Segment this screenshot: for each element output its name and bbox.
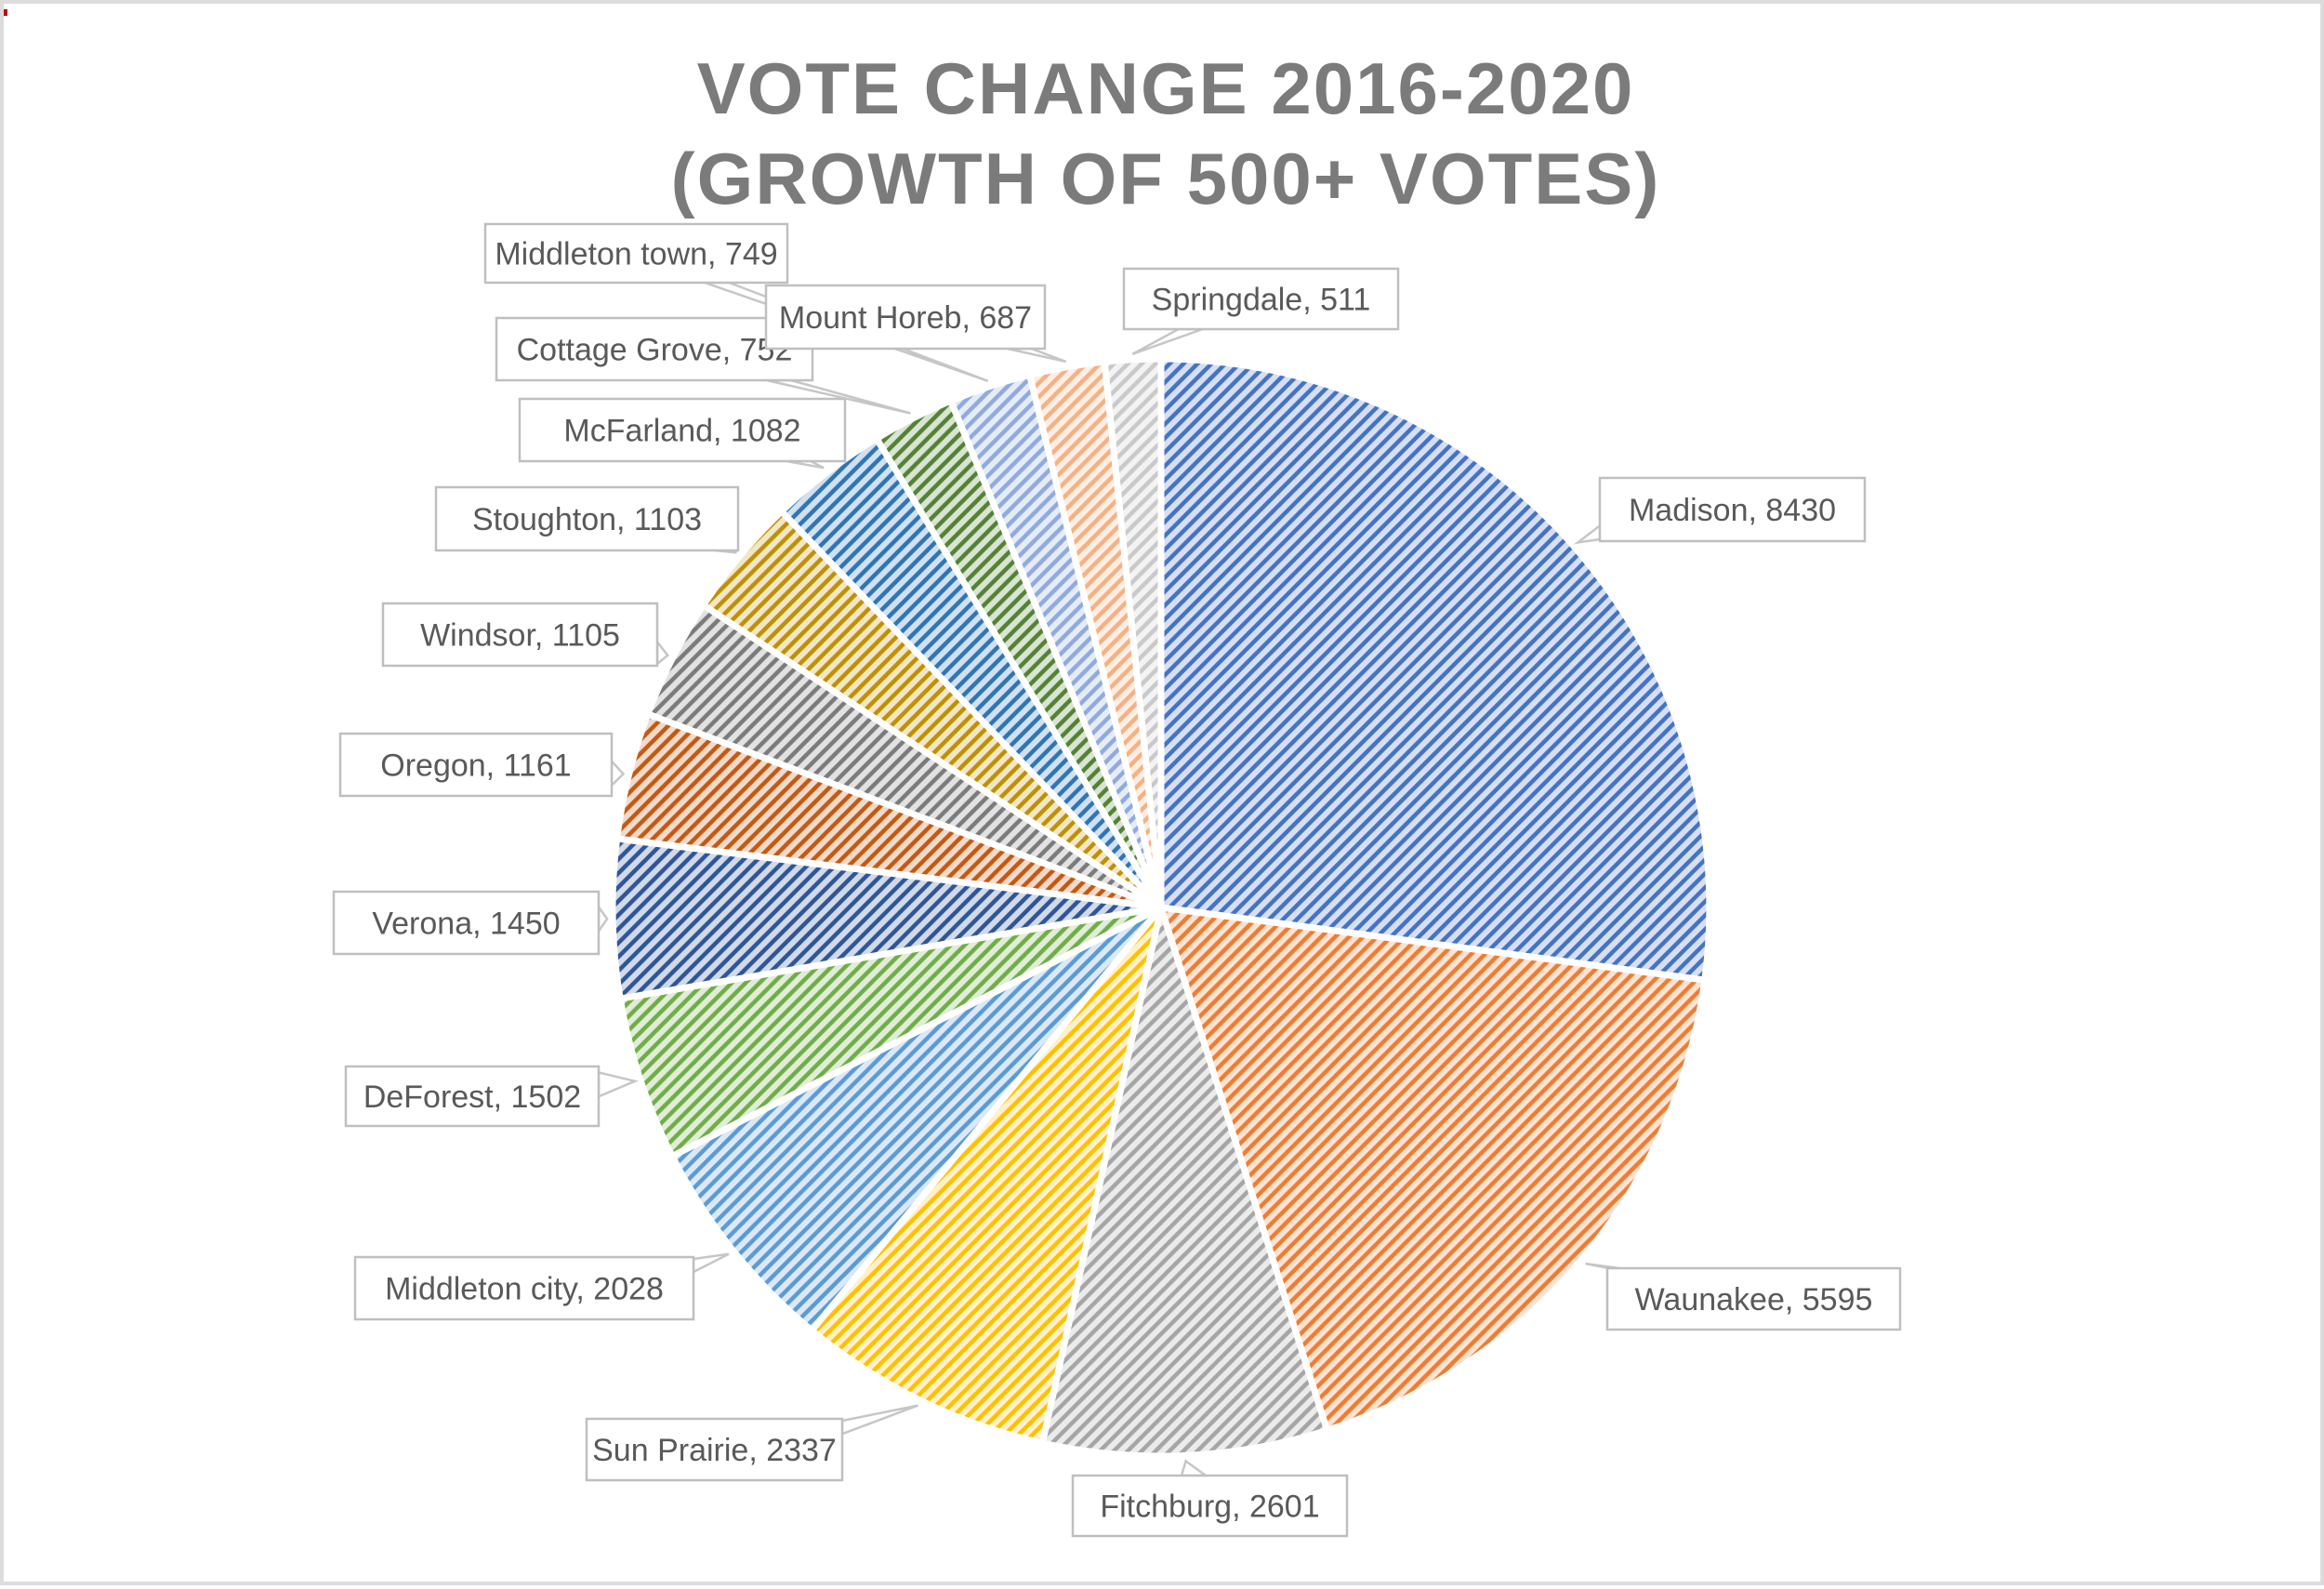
leader-beak bbox=[1180, 1459, 1209, 1477]
data-label-box bbox=[434, 485, 740, 552]
data-label-box bbox=[495, 316, 814, 382]
data-label-text: Middleton city, 2028 bbox=[385, 1272, 664, 1307]
pie-slice-springdale bbox=[1101, 355, 1165, 911]
leader-beak bbox=[692, 1252, 730, 1275]
leader-beak bbox=[1131, 327, 1204, 355]
data-label-text: DeForest, 1502 bbox=[363, 1079, 581, 1115]
data-label-callout: Middleton city, 2028 bbox=[353, 1252, 730, 1321]
pie-slice-sun-prairie bbox=[808, 904, 1165, 1447]
pie-slice-fitchburg bbox=[1038, 904, 1331, 1460]
data-label-callout: Oregon, 1161 bbox=[338, 732, 626, 798]
data-label-callout: Verona, 1450 bbox=[332, 890, 609, 956]
leader-beak bbox=[840, 1404, 918, 1437]
leader-beak bbox=[1007, 347, 1067, 364]
data-label-box bbox=[585, 1417, 844, 1482]
data-label-text: Fitchburg, 2601 bbox=[1100, 1490, 1319, 1525]
data-labels-group: Madison, 8430 Waunakee, 5595 Fitchburg, 26… bbox=[332, 222, 1902, 1538]
pie-slice-middleton-city bbox=[668, 904, 1165, 1334]
data-label-text: Middleton town, 749 bbox=[495, 237, 777, 272]
data-label-callout: Madison, 8430 bbox=[1573, 476, 1867, 545]
data-label-text: Verona, 1450 bbox=[372, 907, 560, 942]
data-label-text: Oregon, 1161 bbox=[380, 748, 571, 784]
data-label-box bbox=[381, 602, 659, 668]
data-label-text: Waunakee, 5595 bbox=[1635, 1282, 1873, 1318]
data-label-box bbox=[518, 397, 847, 463]
data-label-callout: DeForest, 1502 bbox=[344, 1065, 639, 1128]
pie-slice-madison bbox=[1157, 355, 1713, 984]
data-label-box bbox=[1598, 476, 1867, 543]
data-label-callout: Waunakee, 5595 bbox=[1585, 1262, 1902, 1331]
data-label-box bbox=[332, 890, 601, 956]
chart-title-line2: (GROWTH OF 500+ VOTES) bbox=[671, 138, 1661, 219]
data-label-callout: Stoughton, 1103 bbox=[434, 485, 740, 554]
data-label-callout: Windsor, 1105 bbox=[381, 602, 669, 668]
data-label-callout: McFarland, 1082 bbox=[518, 397, 847, 470]
data-label-callout: Cottage Grove, 752 bbox=[495, 316, 911, 415]
data-label-callout: Sun Prairie, 2337 bbox=[585, 1404, 918, 1482]
data-label-text: Sun Prairie, 2337 bbox=[592, 1433, 837, 1468]
data-label-callout: Springdale, 511 bbox=[1122, 267, 1400, 355]
leader-beak bbox=[597, 903, 609, 935]
pie-slice-waunakee bbox=[1157, 904, 1709, 1434]
leader-beak bbox=[1573, 523, 1602, 545]
leader-beak bbox=[610, 758, 626, 788]
chart-title-line1: VOTE CHANGE 2016-2020 bbox=[697, 47, 1635, 129]
data-label-text: Stoughton, 1103 bbox=[472, 502, 702, 537]
data-label-box bbox=[1071, 1474, 1349, 1538]
data-label-text: Windsor, 1105 bbox=[420, 618, 620, 654]
data-label-box bbox=[1605, 1266, 1902, 1331]
data-label-text: McFarland, 1082 bbox=[563, 414, 800, 449]
data-label-callout: Fitchburg, 2601 bbox=[1071, 1459, 1349, 1538]
data-label-box bbox=[344, 1065, 601, 1128]
pie-chart: VOTE CHANGE 2016-2020 (GROWTH OF 500+ VO… bbox=[332, 47, 1902, 1538]
leader-beak bbox=[597, 1070, 639, 1099]
screen-artifact bbox=[4, 9, 7, 16]
leader-beak bbox=[655, 638, 669, 667]
data-label-text: Cottage Grove, 752 bbox=[517, 333, 793, 368]
data-label-callout: Mount Horeb, 687 bbox=[764, 284, 1067, 364]
data-label-box bbox=[764, 284, 1047, 351]
data-label-text: Springdale, 511 bbox=[1152, 283, 1371, 318]
data-label-box bbox=[1122, 267, 1400, 331]
data-label-text: Mount Horeb, 687 bbox=[779, 300, 1032, 336]
data-label-text: Madison, 8430 bbox=[1629, 493, 1836, 528]
pie-slices-group bbox=[609, 355, 1713, 1460]
data-label-box bbox=[338, 732, 614, 798]
data-label-box bbox=[353, 1255, 695, 1321]
data-label-box bbox=[483, 222, 789, 285]
